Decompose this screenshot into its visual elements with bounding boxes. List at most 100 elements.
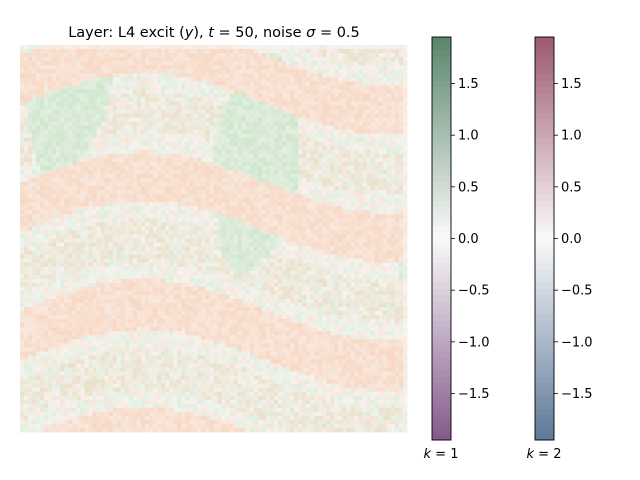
heatmap-cell xyxy=(124,101,130,106)
heatmap-cell xyxy=(241,125,247,131)
heatmap-cell xyxy=(358,125,364,131)
heatmap-cell xyxy=(257,129,263,135)
heatmap-cell xyxy=(314,61,319,66)
heatmap-cell xyxy=(394,230,400,235)
heatmap-cell xyxy=(306,234,311,239)
heatmap-cell xyxy=(185,169,190,175)
heatmap-cell xyxy=(173,234,178,239)
heatmap-cell xyxy=(394,210,400,215)
heatmap-cell xyxy=(229,45,235,50)
heatmap-cell xyxy=(28,226,33,231)
heatmap-cell xyxy=(221,230,226,235)
heatmap-cell xyxy=(241,226,247,231)
heatmap-cell xyxy=(112,218,118,223)
heatmap-cell xyxy=(390,234,396,239)
heatmap-cell xyxy=(136,97,142,102)
heatmap-cell xyxy=(290,129,295,135)
heatmap-cell xyxy=(282,210,287,215)
heatmap-cell xyxy=(173,137,178,143)
heatmap-cell xyxy=(68,101,73,106)
heatmap-cell xyxy=(64,210,69,215)
heatmap-cell xyxy=(318,242,323,247)
heatmap-cell xyxy=(32,109,37,114)
heatmap-cell xyxy=(209,125,214,131)
heatmap-cell xyxy=(290,169,295,175)
heatmap-cell xyxy=(261,53,267,58)
heatmap-cell xyxy=(257,214,263,219)
heatmap-cell xyxy=(124,206,130,211)
heatmap-cell xyxy=(314,202,319,207)
heatmap-cell xyxy=(144,149,150,155)
heatmap-cell xyxy=(124,105,130,110)
heatmap-cell xyxy=(128,145,134,151)
heatmap-cell xyxy=(209,121,214,127)
heatmap-cell xyxy=(286,190,291,195)
heatmap-cell xyxy=(44,246,49,251)
heatmap-cell xyxy=(68,129,73,135)
heatmap-cell xyxy=(282,145,287,151)
heatmap-cell xyxy=(358,161,364,167)
heatmap-cell xyxy=(100,182,106,187)
heatmap-cell xyxy=(153,77,158,82)
heatmap-cell xyxy=(201,61,206,66)
heatmap-cell xyxy=(48,89,53,94)
heatmap-cell xyxy=(257,210,263,215)
heatmap-cell xyxy=(88,246,93,251)
heatmap-cell xyxy=(64,81,69,86)
heatmap-cell xyxy=(177,97,182,102)
heatmap-cell xyxy=(116,129,122,135)
heatmap-cell xyxy=(165,182,170,187)
heatmap-cell xyxy=(124,161,130,167)
heatmap-cell xyxy=(338,125,343,131)
heatmap-cell xyxy=(96,61,102,66)
heatmap-cell xyxy=(24,105,29,110)
heatmap-cell xyxy=(72,65,77,70)
heatmap-cell xyxy=(249,250,255,256)
heatmap-cell xyxy=(104,238,110,243)
heatmap-cell xyxy=(334,113,339,118)
heatmap-cell xyxy=(76,97,81,102)
heatmap-cell xyxy=(362,190,368,195)
heatmap-cell xyxy=(144,85,150,90)
heatmap-cell xyxy=(282,121,287,127)
heatmap-cell xyxy=(282,133,287,139)
heatmap-cell xyxy=(201,45,206,50)
heatmap-cell xyxy=(112,165,118,171)
heatmap-cell xyxy=(225,153,231,159)
heatmap-cell xyxy=(48,65,53,70)
heatmap-cell xyxy=(153,230,158,235)
heatmap-cell xyxy=(342,125,347,131)
heatmap-cell xyxy=(112,210,118,215)
heatmap-cell xyxy=(209,186,214,191)
heatmap-cell xyxy=(265,77,271,82)
heatmap-cell xyxy=(201,206,206,211)
heatmap-cell xyxy=(249,73,255,78)
heatmap-cell xyxy=(112,226,118,231)
heatmap-cell xyxy=(394,137,400,143)
heatmap-cell xyxy=(294,89,299,94)
heatmap-cell xyxy=(149,45,154,50)
heatmap-cell xyxy=(278,242,283,247)
heatmap-cell xyxy=(249,246,255,251)
heatmap-cell xyxy=(116,226,122,231)
heatmap-cell xyxy=(286,149,291,155)
heatmap-cell xyxy=(398,77,404,82)
heatmap-cell xyxy=(76,61,81,66)
heatmap-cell xyxy=(181,117,186,122)
heatmap-cell xyxy=(181,153,186,159)
heatmap-cell xyxy=(402,190,408,195)
heatmap-cell xyxy=(282,222,287,227)
heatmap-cell xyxy=(32,81,37,86)
heatmap-cell xyxy=(68,141,73,147)
heatmap-cell xyxy=(217,133,222,139)
heatmap-cell xyxy=(169,61,174,66)
heatmap-cell xyxy=(261,45,267,50)
heatmap-cell xyxy=(52,61,57,66)
heatmap-cell xyxy=(181,133,186,139)
heatmap-cell xyxy=(165,129,170,135)
heatmap-cell xyxy=(241,137,247,143)
heatmap-cell xyxy=(193,161,198,167)
heatmap-cell xyxy=(92,53,97,58)
heatmap-cell xyxy=(181,81,186,86)
heatmap-cell xyxy=(318,206,323,211)
